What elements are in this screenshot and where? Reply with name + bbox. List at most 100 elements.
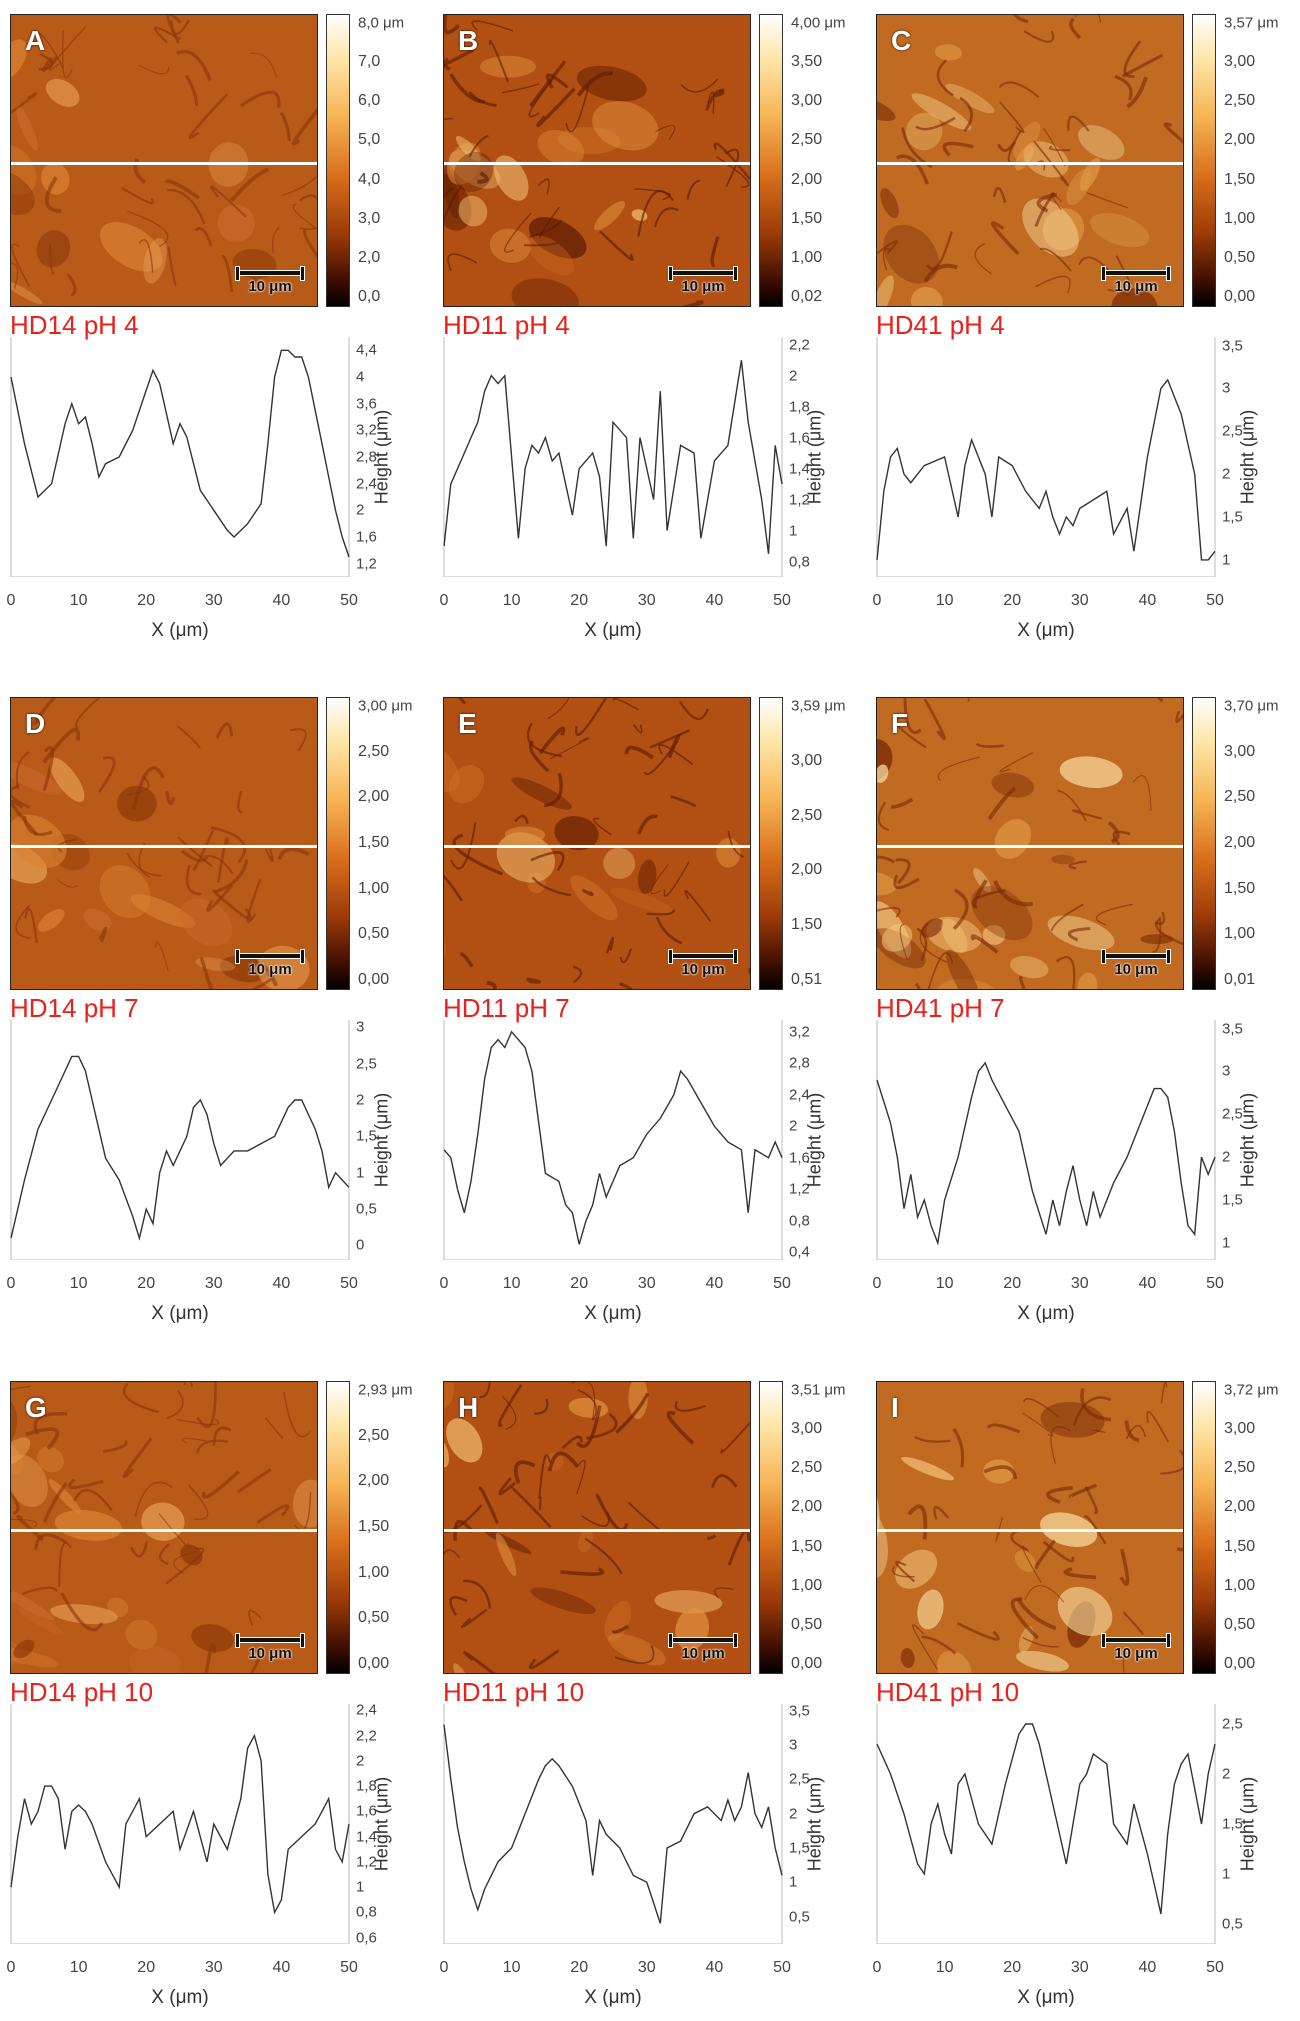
color-scale-tick: 0,50 (1224, 1616, 1255, 1634)
x-tick-label: 10 (936, 592, 954, 610)
line-profile-marker (877, 845, 1183, 848)
color-scale-bar (326, 697, 350, 990)
x-tick-label: 40 (1138, 592, 1156, 610)
x-tick-label: 0 (440, 1959, 449, 1977)
x-tick-label: 50 (773, 1275, 791, 1293)
x-tick-label: 50 (1206, 1275, 1224, 1293)
plot-axes (877, 1704, 1215, 1944)
y-tick-label: 3 (789, 1737, 797, 1754)
panel-letter: A (25, 25, 45, 57)
color-scale-tick: 5,0 (358, 131, 380, 149)
scale-bar-label: 10 μm (668, 278, 738, 295)
scale-bar-label: 10 μm (235, 1645, 305, 1662)
x-tick-label: 0 (440, 1275, 449, 1293)
height-profile-plot (876, 1704, 1216, 1944)
height-profile-line (11, 1736, 349, 1913)
x-tick-label: 10 (503, 1959, 521, 1977)
height-profile-plot (443, 1704, 783, 1944)
color-scale-tick: 1,50 (1224, 1538, 1255, 1556)
height-profile-line (444, 360, 782, 554)
color-scale-tick: 2,50 (1224, 788, 1255, 806)
y-tick-label: 2 (356, 502, 364, 519)
y-axis-label: Height (μm) (372, 1093, 393, 1187)
y-tick-label: 3 (1222, 1063, 1230, 1080)
plot-axes (11, 1020, 349, 1260)
x-tick-label: 30 (1071, 1275, 1089, 1293)
y-tick-label: 2 (1222, 466, 1230, 483)
color-scale-tick: 1,00 (358, 880, 389, 898)
y-tick-label: 1 (789, 1874, 797, 1891)
color-scale-tick: 1,00 (1224, 1577, 1255, 1595)
y-tick-label: 2 (356, 1092, 364, 1109)
color-scale-tick: 2,00 (1224, 131, 1255, 149)
y-tick-label: 0,8 (789, 553, 810, 570)
x-tick-label: 50 (340, 1959, 358, 1977)
height-profile-line (444, 1725, 782, 1924)
y-tick-label: 1,5 (1222, 509, 1243, 526)
x-axis-label: X (μm) (584, 620, 641, 642)
x-axis-label: X (μm) (151, 620, 208, 642)
color-scale-tick: 0,00 (358, 1655, 389, 1673)
x-tick-label: 40 (705, 592, 723, 610)
x-tick-label: 30 (205, 592, 223, 610)
x-tick-label: 40 (272, 592, 290, 610)
color-scale-bar (1192, 1381, 1216, 1674)
y-tick-label: 3,5 (1222, 1020, 1243, 1037)
panel-letter: F (891, 708, 908, 740)
x-tick-label: 50 (340, 592, 358, 610)
y-tick-label: 0,4 (789, 1244, 810, 1261)
x-tick-label: 40 (705, 1275, 723, 1293)
x-tick-label: 50 (773, 1959, 791, 1977)
y-tick-label: 1,6 (356, 529, 377, 546)
color-scale-tick: 0,50 (791, 1616, 822, 1634)
y-tick-label: 0 (356, 1237, 364, 1254)
x-tick-label: 0 (7, 592, 16, 610)
height-profile-plot (10, 1704, 350, 1944)
color-scale-tick: 2,50 (791, 807, 822, 825)
color-scale-tick: 6,0 (358, 92, 380, 110)
x-axis-label: X (μm) (584, 1987, 641, 2009)
color-scale-tick: 2,00 (358, 1472, 389, 1490)
plot-axes (444, 1020, 782, 1260)
y-tick-label: 1,5 (1222, 1192, 1243, 1209)
y-tick-label: 2,4 (356, 1702, 377, 1719)
y-tick-label: 0,6 (356, 1929, 377, 1946)
height-profile-plot (876, 337, 1216, 577)
panel-letter: E (458, 708, 477, 740)
y-tick-label: 2,8 (789, 1055, 810, 1072)
color-scale-tick: 3,72 μm (1224, 1382, 1279, 1399)
plot-axes (444, 337, 782, 577)
color-scale-tick: 3,59 μm (791, 698, 846, 715)
x-tick-label: 30 (1071, 592, 1089, 610)
color-scale-tick: 3,0 (358, 210, 380, 228)
color-scale-tick: 0,00 (791, 1655, 822, 1673)
line-profile-marker (11, 1529, 317, 1532)
x-tick-label: 50 (773, 592, 791, 610)
color-scale-tick: 0,50 (1224, 249, 1255, 267)
x-tick-label: 20 (570, 592, 588, 610)
scale-bar: 10 μm (668, 949, 738, 975)
x-tick-label: 50 (340, 1275, 358, 1293)
height-profile-plot (443, 1020, 783, 1260)
scale-bar: 10 μm (235, 266, 305, 292)
color-scale-tick: 4,00 μm (791, 15, 846, 32)
y-tick-label: 0,5 (789, 1908, 810, 1925)
color-scale-tick: 1,50 (358, 834, 389, 852)
color-scale-tick: 1,00 (1224, 925, 1255, 943)
color-scale-tick: 1,00 (358, 1564, 389, 1582)
y-tick-label: 2,5 (356, 1055, 377, 1072)
color-scale-tick: 2,00 (1224, 834, 1255, 852)
color-scale-tick: 4,0 (358, 171, 380, 189)
color-scale-tick: 3,00 (1224, 53, 1255, 71)
color-scale-tick: 1,50 (358, 1518, 389, 1536)
x-tick-label: 0 (873, 1959, 882, 1977)
y-tick-label: 0,8 (789, 1212, 810, 1229)
x-tick-label: 40 (272, 1959, 290, 1977)
